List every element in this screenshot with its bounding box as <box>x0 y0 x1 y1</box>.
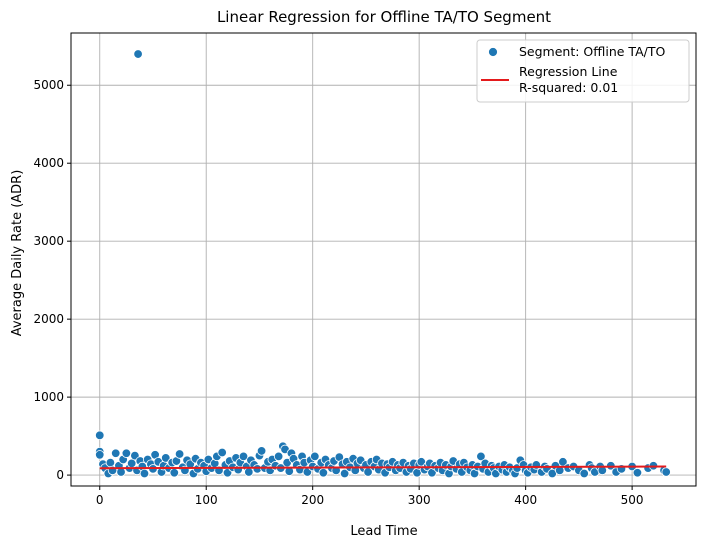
y-tick-label: 1000 <box>33 390 64 404</box>
x-axis-label: Lead Time <box>350 524 417 539</box>
legend: Segment: Offline TA/TO Regression Line R… <box>476 39 690 103</box>
data-point <box>174 449 185 459</box>
data-point <box>111 448 121 458</box>
data-point <box>133 49 143 59</box>
data-point <box>161 453 171 463</box>
data-points <box>95 49 671 479</box>
y-axis-ticks: 0 1000 2000 3000 4000 5000 <box>33 78 71 482</box>
data-point <box>139 468 150 479</box>
data-point <box>339 468 350 479</box>
x-tick-label: 0 <box>96 493 104 507</box>
regression-line-group <box>99 465 667 470</box>
x-tick-label: 300 <box>408 493 431 507</box>
data-point <box>105 457 116 468</box>
legend-label-r-squared: R-squared: 0.01 <box>519 80 618 95</box>
regression-line <box>99 465 667 470</box>
data-point <box>238 451 249 462</box>
chart-title: Linear Regression for Offline TA/TO Segm… <box>217 8 551 26</box>
data-point <box>121 448 132 458</box>
data-point <box>95 430 105 441</box>
y-axis-label: Average Daily Rate (ADR) <box>10 170 25 337</box>
x-axis-ticks: 0 100 200 300 400 500 <box>96 486 644 507</box>
y-tick-label: 5000 <box>33 78 64 92</box>
legend-box <box>476 39 690 103</box>
data-point <box>169 468 179 478</box>
data-point <box>95 450 105 460</box>
x-tick-label: 400 <box>514 493 537 507</box>
data-point <box>273 451 284 462</box>
y-tick-label: 0 <box>56 468 64 482</box>
plot-frame <box>70 32 697 487</box>
data-point <box>661 467 671 477</box>
legend-point-marker <box>488 47 498 57</box>
data-point <box>579 468 589 479</box>
y-tick-label: 4000 <box>33 156 64 170</box>
legend-label-regression: Regression Line <box>519 64 618 79</box>
data-point <box>632 468 643 478</box>
data-point <box>310 451 320 462</box>
y-tick-label: 2000 <box>33 312 64 326</box>
data-point <box>217 447 227 458</box>
data-point <box>476 451 486 462</box>
y-tick-label: 3000 <box>33 234 64 248</box>
data-point <box>256 446 267 456</box>
x-tick-label: 100 <box>195 493 218 507</box>
legend-label-segment: Segment: Offline TA/TO <box>519 44 665 59</box>
data-point <box>318 468 329 478</box>
x-tick-label: 500 <box>621 493 644 507</box>
x-tick-label: 200 <box>301 493 324 507</box>
